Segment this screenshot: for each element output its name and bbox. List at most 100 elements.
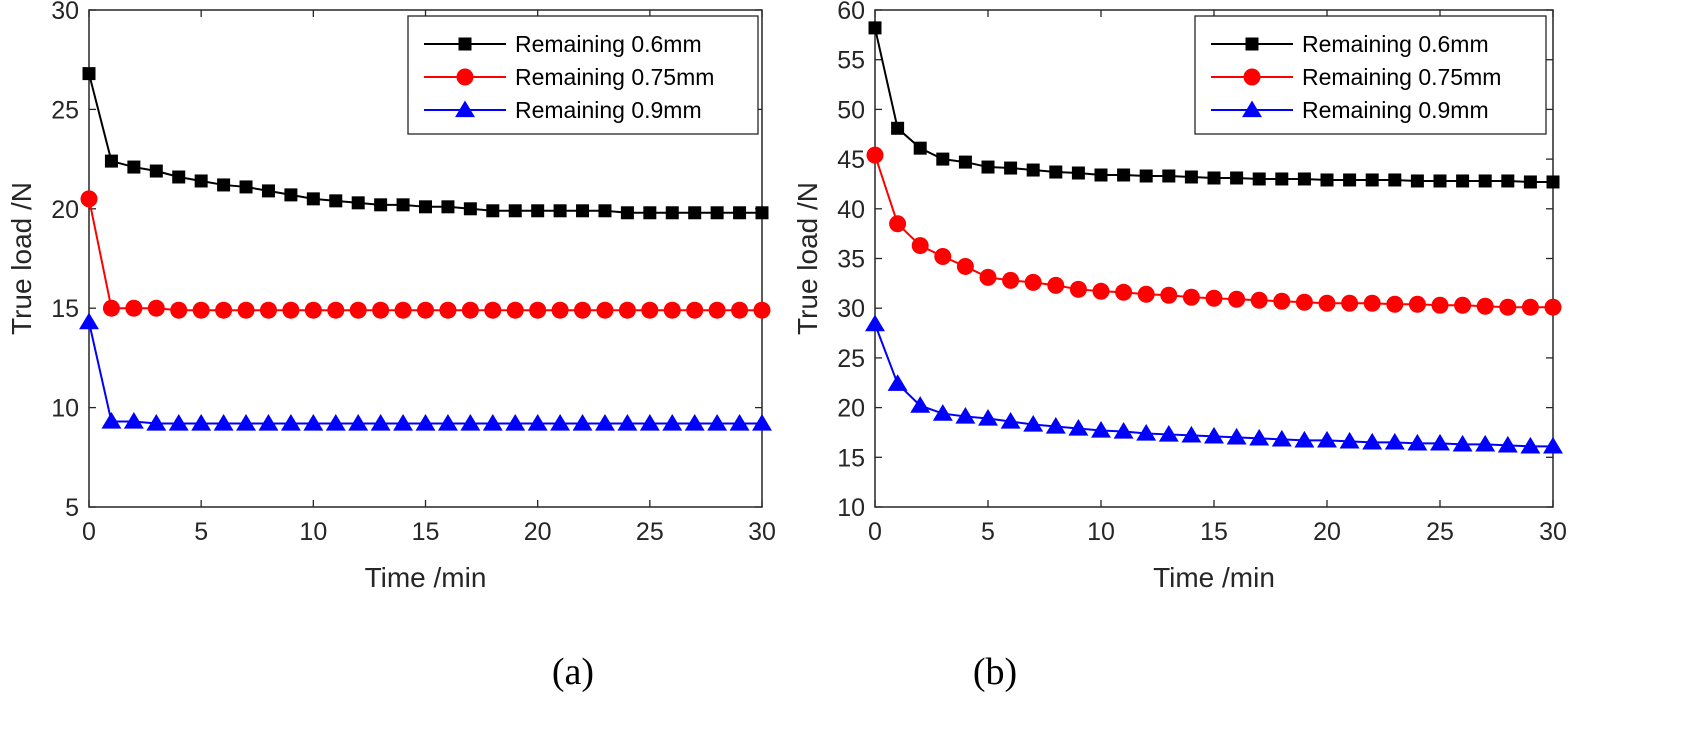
data-point: [913, 141, 927, 155]
data-point: [1388, 173, 1402, 187]
series-remaining-0.75mm: [80, 190, 771, 319]
data-point: [981, 160, 995, 174]
data-point: [932, 404, 953, 421]
data-point: [1343, 173, 1357, 187]
data-point: [887, 374, 908, 391]
y-tick-label: 50: [837, 96, 865, 124]
data-point: [1454, 296, 1472, 314]
data-point: [1341, 294, 1359, 312]
data-point: [1047, 276, 1065, 294]
data-point: [1431, 296, 1449, 314]
y-tick-label: 60: [837, 0, 865, 25]
data-point: [1139, 169, 1153, 183]
y-axis-label: True load /N: [792, 182, 823, 335]
data-point: [1546, 175, 1560, 189]
data-point: [1365, 173, 1379, 187]
data-point: [598, 204, 612, 218]
data-point: [104, 154, 118, 168]
x-tick-label: 0: [868, 518, 882, 546]
data-point: [123, 412, 144, 429]
x-tick-label: 25: [1426, 518, 1454, 546]
chart-panel-b: 0 5 10 15 20 25 30 10 15 20 25 30 35 40 45 50 55 60 Time /…: [792, 0, 1567, 693]
y-tick-label: 25: [837, 345, 865, 373]
series-remaining-0.6mm: [868, 21, 1560, 189]
data-point: [551, 301, 569, 319]
data-point: [550, 414, 571, 431]
legend-entry: Remaining 0.75mm: [1211, 64, 1501, 90]
data-point: [1521, 298, 1539, 316]
y-tick-label: 30: [837, 295, 865, 323]
data-point: [1543, 436, 1563, 454]
data-point: [1478, 174, 1492, 188]
data-point: [327, 301, 345, 319]
y-tick-label: 25: [51, 96, 79, 124]
legend-label: Remaining 0.75mm: [1302, 64, 1501, 90]
data-point: [460, 414, 481, 431]
legend-entry: Remaining 0.6mm: [424, 31, 702, 57]
data-point: [213, 414, 234, 431]
data-point: [641, 301, 659, 319]
y-tick-label: 30: [51, 0, 79, 25]
legend-marker: [455, 100, 475, 118]
data-point: [280, 414, 301, 431]
x-tick-label: 20: [1313, 518, 1341, 546]
data-point: [351, 196, 365, 210]
x-tick-label: 20: [524, 518, 552, 546]
x-tick-label: 5: [194, 518, 208, 546]
data-point: [1113, 421, 1134, 439]
data-point: [1501, 174, 1515, 188]
data-point: [620, 206, 634, 220]
data-point: [891, 121, 905, 135]
data-point: [258, 414, 279, 431]
legend: Remaining 0.6mm Remaining 0.75mm Remaining…: [1194, 15, 1547, 135]
data-point: [686, 301, 704, 319]
data-point: [79, 312, 99, 330]
data-point: [753, 301, 771, 319]
data-point: [1407, 433, 1428, 451]
data-point: [396, 198, 410, 212]
data-point: [868, 21, 882, 35]
data-point: [415, 414, 436, 431]
data-point: [393, 414, 414, 431]
data-point: [194, 174, 208, 188]
data-point: [731, 301, 749, 319]
x-tick-label: 15: [412, 518, 440, 546]
y-tick-label: 15: [51, 295, 79, 323]
data-point: [594, 414, 615, 431]
data-point: [236, 414, 257, 431]
data-point: [1249, 428, 1270, 446]
data-point: [217, 178, 231, 192]
x-axis-label: Time /min: [365, 562, 487, 593]
y-tick-label: 10: [837, 494, 865, 522]
data-point: [261, 184, 275, 198]
data-point: [1158, 424, 1179, 442]
data-point: [1386, 295, 1404, 313]
x-axis-label: Time /min: [1153, 562, 1275, 593]
data-point: [934, 248, 952, 266]
data-point: [1228, 290, 1246, 308]
data-point: [1362, 432, 1383, 450]
data-point: [1410, 174, 1424, 188]
data-point: [1252, 172, 1266, 186]
data-point: [1000, 412, 1021, 429]
data-point: [1497, 435, 1518, 453]
legend-label: Remaining 0.75mm: [515, 64, 714, 90]
data-point: [684, 414, 705, 431]
data-point: [662, 414, 683, 431]
data-point: [370, 414, 391, 431]
data-point: [531, 204, 545, 218]
x-tick-label: 30: [748, 518, 776, 546]
data-point: [529, 301, 547, 319]
series-line: [88, 321, 762, 425]
data-point: [729, 414, 750, 431]
data-point: [1475, 434, 1496, 452]
data-point: [101, 412, 122, 429]
data-point: [1004, 161, 1018, 175]
x-tick-label: 10: [1087, 518, 1115, 546]
legend-entry: Remaining 0.9mm: [424, 97, 702, 123]
series-remaining-0.75mm: [866, 146, 1562, 316]
data-point: [1339, 431, 1360, 449]
data-point: [1275, 172, 1289, 186]
data-point: [1207, 171, 1221, 185]
legend-marker: [1242, 100, 1262, 118]
